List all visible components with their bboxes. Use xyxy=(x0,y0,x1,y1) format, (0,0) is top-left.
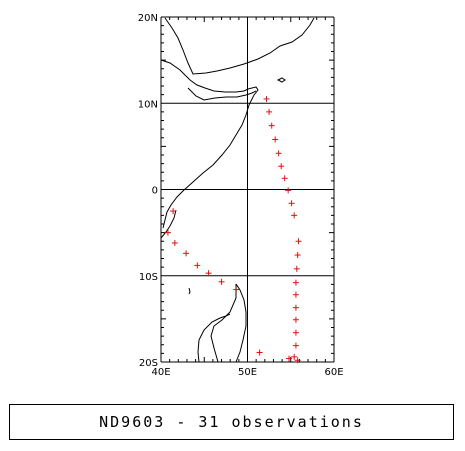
observation-marker xyxy=(294,252,301,259)
observation-marker xyxy=(205,270,212,277)
observation-marker xyxy=(272,136,279,143)
observation-marker xyxy=(256,349,263,356)
observation-marker xyxy=(291,212,298,219)
observation-marker xyxy=(292,291,299,298)
aden-coastline xyxy=(187,87,257,101)
observation-marker xyxy=(281,175,288,182)
observation-marker xyxy=(278,163,285,170)
south-africa-coastline xyxy=(197,313,231,363)
observation-marker xyxy=(218,278,225,285)
observation-marker xyxy=(293,265,300,272)
observation-marker xyxy=(164,229,171,236)
y-tick-label: 0 xyxy=(152,186,158,197)
observation-markers xyxy=(164,95,302,364)
track-map: 40E 50E 60E 20N 10N 0 10S 20S xyxy=(138,13,344,378)
observation-marker xyxy=(286,355,293,362)
observation-marker xyxy=(183,250,190,257)
arabia-coastline xyxy=(164,17,315,75)
socotra-island xyxy=(276,77,286,83)
observation-marker xyxy=(275,150,282,157)
axis-ticks xyxy=(161,17,334,362)
grid-lines xyxy=(160,16,335,363)
observation-marker xyxy=(294,357,301,364)
x-tick-label: 60E xyxy=(324,367,343,378)
axis-labels: 40E 50E 60E 20N 10N 0 10S 20S xyxy=(138,13,344,378)
observation-marker xyxy=(285,187,292,194)
observation-marker xyxy=(170,208,177,215)
comoros-island xyxy=(188,287,191,295)
y-tick-label: 20N xyxy=(138,13,158,24)
observation-marker xyxy=(171,239,178,246)
observation-marker xyxy=(263,95,270,102)
caption-text: ND9603 - 31 observations xyxy=(99,413,364,431)
observation-marker xyxy=(291,353,298,360)
coastlines xyxy=(160,17,315,363)
observation-marker xyxy=(292,329,299,336)
y-tick-label: 20S xyxy=(139,358,158,369)
observation-marker xyxy=(292,304,299,311)
observation-marker xyxy=(295,238,302,245)
mozambique-coastline xyxy=(160,209,177,239)
y-tick-label: 10S xyxy=(139,272,158,283)
observation-marker xyxy=(292,279,299,286)
observation-marker xyxy=(268,122,275,129)
observation-marker xyxy=(292,342,299,349)
observation-marker xyxy=(288,200,295,207)
observation-marker xyxy=(233,286,240,293)
x-tick-label: 50E xyxy=(238,367,257,378)
africa-coastline xyxy=(160,59,259,229)
x-tick-label: 40E xyxy=(151,367,170,378)
observation-marker xyxy=(292,316,299,323)
observation-marker xyxy=(266,108,273,115)
observation-marker xyxy=(194,262,201,269)
madagascar-coastline xyxy=(210,283,247,363)
caption-box: ND9603 - 31 observations xyxy=(9,404,454,440)
y-tick-label: 10N xyxy=(138,99,158,110)
